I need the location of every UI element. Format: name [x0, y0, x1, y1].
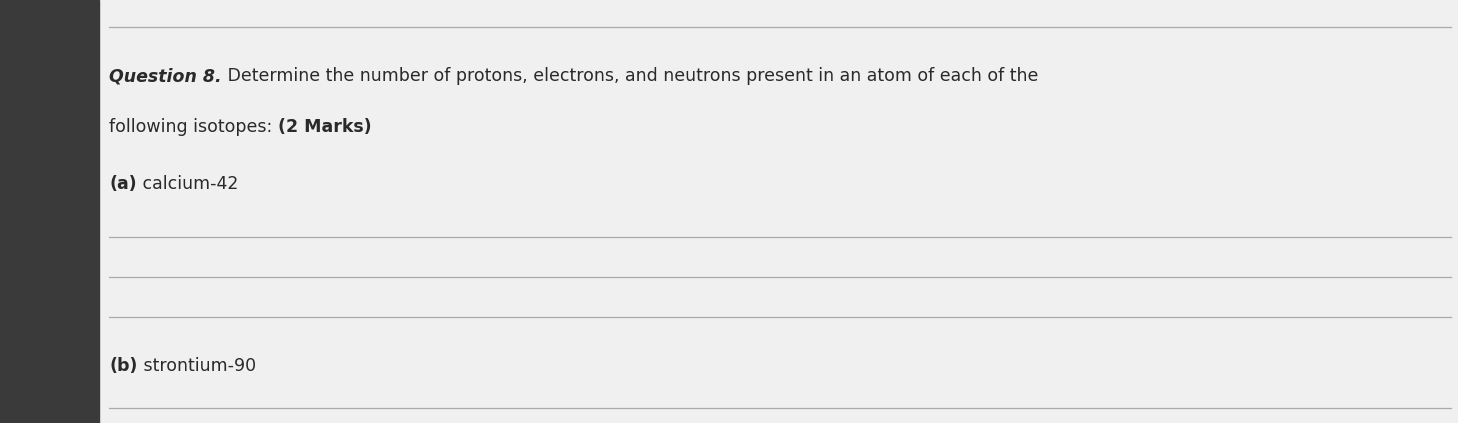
Text: strontium-90: strontium-90: [137, 357, 255, 375]
Text: Determine the number of protons, electrons, and neutrons present in an atom of e: Determine the number of protons, electro…: [222, 67, 1038, 85]
Text: (a): (a): [109, 175, 137, 193]
Text: (2 Marks): (2 Marks): [278, 118, 372, 136]
Text: (b): (b): [109, 357, 137, 375]
Text: calcium-42: calcium-42: [137, 175, 238, 193]
Bar: [0, 0, 99, 423]
Text: following isotopes:: following isotopes:: [109, 118, 278, 136]
Text: Question 8.: Question 8.: [109, 67, 222, 85]
